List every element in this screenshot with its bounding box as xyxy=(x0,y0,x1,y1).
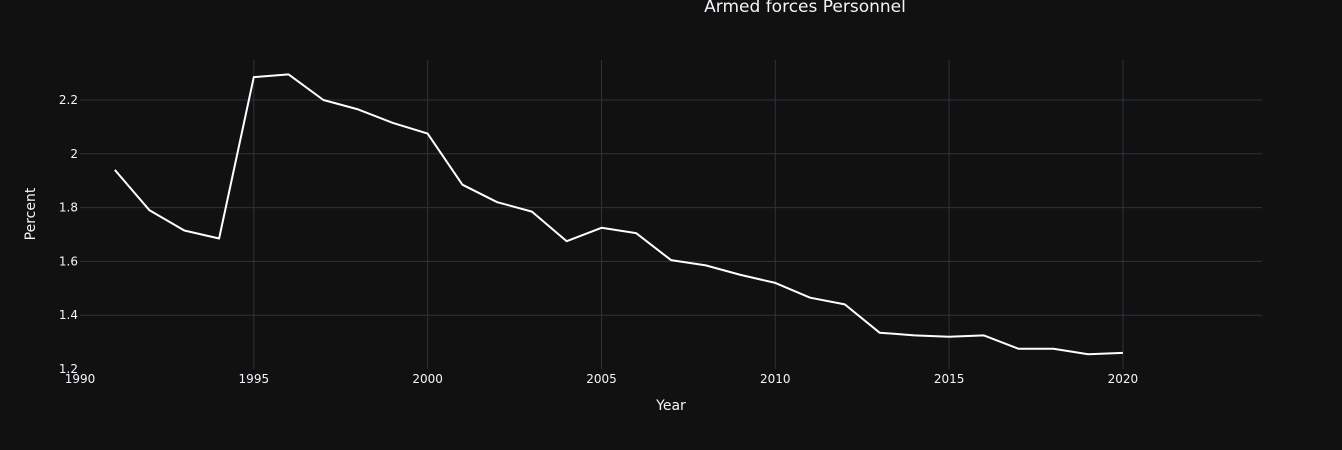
y-tick-labels: 1.2 1.4 1.6 1.8 2 2.2 xyxy=(59,93,78,376)
y-tick-label: 1.4 xyxy=(59,308,78,322)
x-tick-label: 2010 xyxy=(760,372,791,386)
y-gridlines xyxy=(80,99,1262,316)
x-tick-label: 2000 xyxy=(412,372,443,386)
x-gridlines xyxy=(253,60,1124,369)
x-tick-label: 2005 xyxy=(586,372,617,386)
y-tick-label: 1.2 xyxy=(59,362,78,376)
y-axis-title: Percent xyxy=(23,187,39,240)
x-tick-label: 1995 xyxy=(239,372,270,386)
series-line xyxy=(114,73,1123,356)
x-tick-label: 1990 xyxy=(65,372,96,386)
x-axis-title: Year xyxy=(655,398,686,414)
x-tick-labels: 1990 1995 2000 2005 2010 2015 2020 xyxy=(65,372,1138,386)
chart-title: Armed forces Personnel xyxy=(704,0,906,17)
y-tick-label: 1.6 xyxy=(59,254,78,268)
x-tick-label: 2020 xyxy=(1108,372,1139,386)
y-tick-label: 1.8 xyxy=(59,201,78,215)
x-tick-label: 2015 xyxy=(934,372,965,386)
y-tick-label: 2.2 xyxy=(59,93,78,107)
y-tick-label: 2 xyxy=(70,147,78,161)
